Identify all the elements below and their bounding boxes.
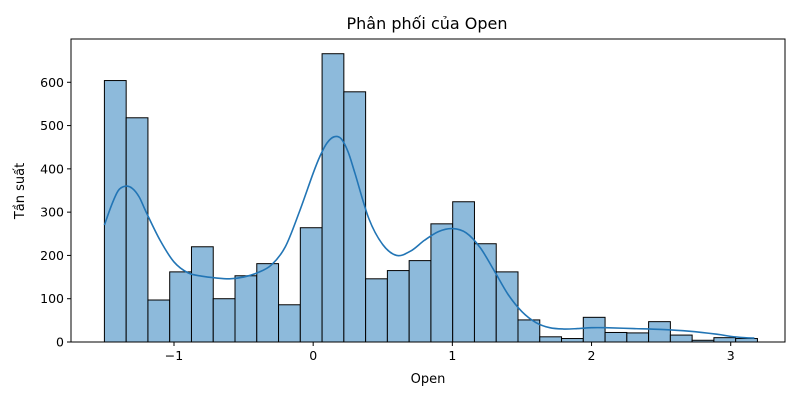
y-tick-label: 600 (40, 75, 64, 90)
bars-group (103, 53, 758, 343)
histogram-bar (365, 278, 388, 343)
histogram-bar (386, 270, 410, 343)
kde-group (103, 135, 755, 339)
histogram-bar (408, 260, 432, 343)
histogram-bar (669, 334, 693, 343)
x-tick-label: 3 (727, 348, 735, 363)
histogram-bar (735, 338, 758, 343)
histogram-bar (321, 53, 345, 343)
histogram-bar (430, 223, 454, 343)
histogram-bar (604, 331, 628, 343)
x-tick-label: 1 (448, 348, 456, 363)
histogram-bar (147, 299, 171, 343)
y-tick-label: 200 (40, 248, 64, 263)
y-tick-label: 500 (40, 118, 64, 133)
chart-title: Phân phối của Open (347, 14, 508, 33)
histogram-bar (256, 263, 280, 343)
histogram-bar (713, 337, 737, 343)
histogram-bar (626, 332, 650, 343)
y-tick-label: 0 (56, 335, 64, 350)
histogram-bar (190, 246, 214, 343)
x-axis-label: Open (411, 372, 446, 387)
y-ticks: 0 100 200 300 400 500 600 (40, 75, 71, 350)
y-tick-label: 100 (40, 291, 64, 306)
histogram-bar (169, 271, 192, 343)
y-tick-label: 400 (40, 161, 64, 176)
plot-frame (70, 38, 786, 343)
histogram-bar (582, 316, 606, 343)
kde-line (103, 135, 755, 339)
x-tick-label: 0 (309, 348, 317, 363)
x-ticks: −1 0 1 2 3 (165, 342, 735, 363)
histogram-bar (343, 91, 367, 343)
histogram-bar (539, 336, 563, 343)
histogram-bar (299, 227, 323, 343)
histogram-bar (125, 117, 149, 343)
x-tick-label: 2 (588, 348, 596, 363)
y-axis-label: Tần suất (13, 163, 28, 220)
histogram-bar (648, 321, 671, 343)
histogram-bar (452, 201, 475, 343)
histogram-bar (103, 80, 127, 343)
histogram-bar (495, 271, 519, 343)
histogram-bar (278, 304, 301, 343)
y-tick-label: 300 (40, 205, 64, 220)
histogram-bar (212, 298, 236, 343)
x-tick-label: −1 (165, 348, 183, 363)
histogram-bar (234, 275, 258, 343)
histogram-bar (561, 338, 584, 343)
histogram-bar (473, 243, 497, 343)
